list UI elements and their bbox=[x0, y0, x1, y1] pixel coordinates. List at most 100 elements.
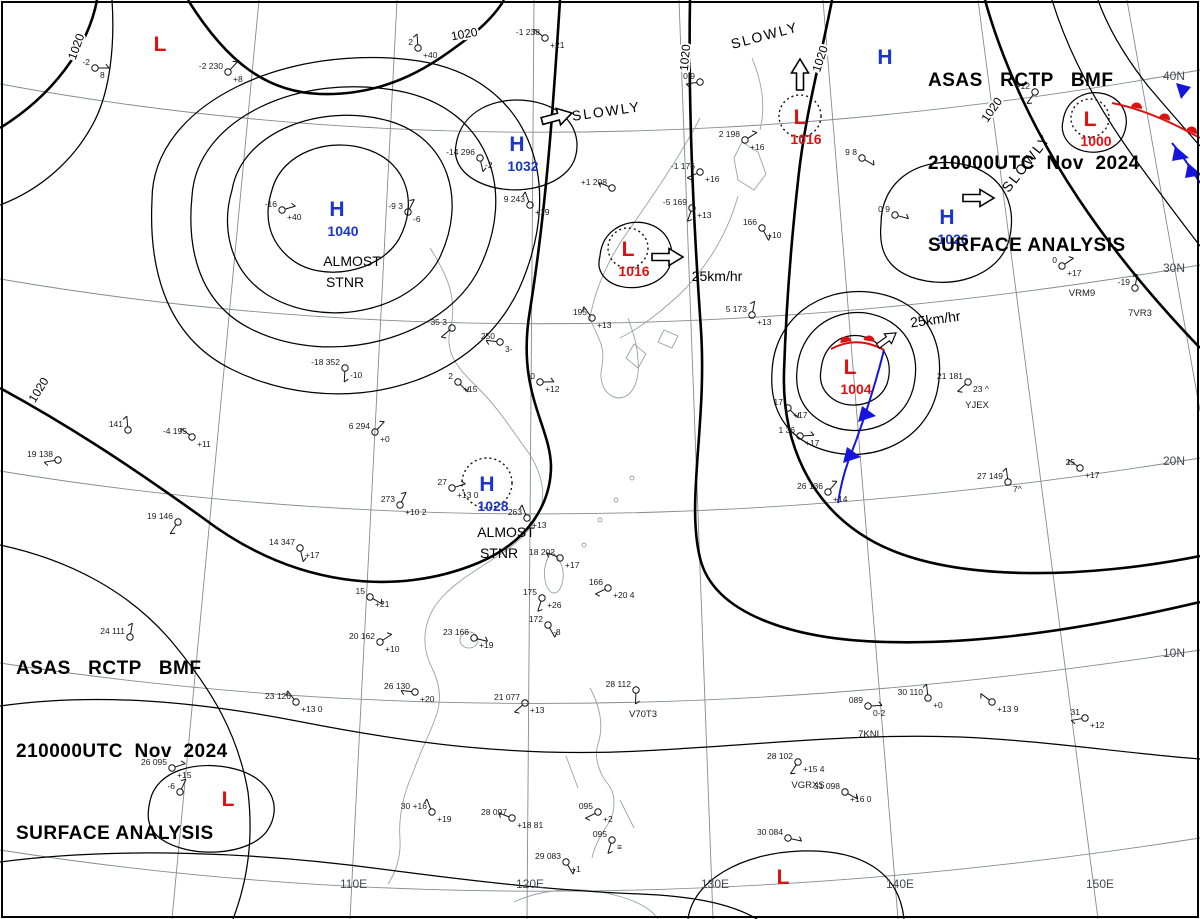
isobar-value-label: 1020 bbox=[677, 43, 693, 71]
station-plot: 166 +20 4 bbox=[589, 577, 635, 600]
svg-text:+40: +40 bbox=[423, 50, 438, 60]
coast-island bbox=[629, 475, 635, 481]
svg-text:+0: +0 bbox=[380, 434, 390, 444]
svg-text:1016: 1016 bbox=[618, 263, 649, 279]
svg-text:-10: -10 bbox=[350, 370, 363, 380]
isobar bbox=[1051, 0, 1200, 247]
wind-barb-tick bbox=[581, 306, 585, 312]
wind-barb bbox=[169, 524, 177, 534]
svg-text:+20: +20 bbox=[420, 694, 435, 704]
svg-text:19 146: 19 146 bbox=[147, 511, 173, 521]
wind-barb-tick bbox=[122, 415, 128, 420]
dotted-center-circle bbox=[461, 457, 513, 509]
svg-text:9 243: 9 243 bbox=[504, 194, 526, 204]
pressure-center-h: H 1028 bbox=[461, 457, 513, 514]
wind-barb-tick bbox=[386, 632, 392, 635]
station-plot: 23 126 +13 0 bbox=[265, 690, 323, 714]
station-circle bbox=[594, 808, 602, 816]
svg-text:+40: +40 bbox=[287, 212, 302, 222]
svg-text:V70T3: V70T3 bbox=[629, 709, 657, 720]
isobar bbox=[1061, 92, 1127, 153]
longitude-line bbox=[678, 0, 714, 919]
svg-text:+8: +8 bbox=[233, 74, 243, 84]
station-plot: 27 +13 0 bbox=[438, 477, 479, 500]
station-plot: -5 169 +13 bbox=[663, 197, 712, 222]
station-circle bbox=[526, 201, 534, 209]
isobar bbox=[267, 144, 409, 273]
warm-front-symbol bbox=[840, 336, 852, 343]
station-circle bbox=[696, 168, 704, 176]
station-plot: -16 +40 bbox=[265, 199, 302, 222]
svg-text:172: 172 bbox=[529, 614, 543, 624]
svg-text:+17: +17 bbox=[1085, 470, 1100, 480]
svg-text:1016: 1016 bbox=[790, 131, 821, 147]
wind-barb-tick bbox=[1068, 256, 1074, 259]
wind-barb bbox=[400, 492, 407, 503]
station-plot: 2 +15 bbox=[448, 371, 477, 394]
wind-barb bbox=[300, 551, 304, 562]
station-plot: +1 208 bbox=[581, 177, 616, 192]
isobar-value-label: 1020 bbox=[26, 375, 52, 405]
svg-text:20 162: 20 162 bbox=[349, 631, 375, 641]
svg-text:VRM9: VRM9 bbox=[1069, 288, 1095, 299]
cold-front-symbol bbox=[843, 447, 861, 463]
station-circle bbox=[188, 433, 196, 441]
svg-text:+13 0: +13 0 bbox=[457, 490, 479, 500]
isobar bbox=[796, 311, 917, 432]
coast-korea bbox=[589, 317, 639, 399]
station-plot: -14 296 -2 bbox=[446, 147, 493, 173]
svg-text:1040: 1040 bbox=[327, 223, 358, 239]
svg-text:-6: -6 bbox=[413, 214, 421, 224]
wind-barb bbox=[803, 434, 815, 437]
station-plot: 095 ≡ bbox=[593, 829, 622, 854]
wind-barb-tick bbox=[550, 377, 555, 383]
wind-barb-tick bbox=[412, 33, 418, 38]
svg-text:-2 230: -2 230 bbox=[199, 61, 223, 71]
wind-barb bbox=[416, 33, 419, 45]
station-circle bbox=[796, 432, 804, 440]
station-circle bbox=[278, 206, 286, 214]
svg-text:7KNL: 7KNL bbox=[858, 729, 882, 740]
isobar bbox=[226, 114, 453, 314]
svg-text:-5 169: -5 169 bbox=[663, 197, 687, 207]
svg-text:166: 166 bbox=[589, 577, 603, 587]
svg-text:+10: +10 bbox=[385, 644, 400, 654]
wind-barb-tick bbox=[751, 130, 758, 134]
station-circle bbox=[1058, 262, 1066, 270]
svg-text:24 111: 24 111 bbox=[100, 626, 125, 636]
station-plot: 18 202 +17 bbox=[529, 547, 580, 570]
wind-barb bbox=[567, 864, 574, 875]
svg-text:+13: +13 bbox=[757, 317, 772, 327]
isobar bbox=[0, 0, 114, 206]
station-plots: -28-2 230+82+40-1 238+210 9+12-14 296-29… bbox=[27, 27, 1152, 875]
chart-type: SURFACE ANALYSIS bbox=[16, 823, 214, 845]
station-plot: 24 111 bbox=[100, 622, 134, 641]
wind-barb-tick bbox=[855, 793, 858, 799]
station-plot: 263 +13 bbox=[508, 504, 547, 530]
wind-barb-tick bbox=[380, 598, 383, 605]
latitude-label: 30N bbox=[1163, 261, 1185, 275]
wind-barb bbox=[498, 812, 510, 818]
isobar bbox=[150, 57, 541, 395]
svg-text:263: 263 bbox=[508, 507, 522, 517]
station-circle bbox=[1131, 284, 1139, 292]
station-plot: 27 149 7^ bbox=[977, 467, 1022, 494]
svg-text:15: 15 bbox=[356, 586, 366, 596]
wind-barb bbox=[791, 838, 802, 842]
svg-text:+21: +21 bbox=[375, 599, 390, 609]
station-plot: 28 102 +15 4 bbox=[767, 751, 825, 775]
svg-text:0-2: 0-2 bbox=[873, 708, 886, 718]
wind-barb bbox=[440, 329, 450, 338]
wind-barb-tick bbox=[750, 300, 755, 305]
svg-text:141: 141 bbox=[109, 419, 123, 429]
svg-text:27: 27 bbox=[438, 477, 448, 487]
isobar-1020 bbox=[0, 0, 99, 130]
svg-text:2 198: 2 198 bbox=[719, 129, 741, 139]
svg-text:30 110: 30 110 bbox=[898, 687, 924, 697]
wind-barb-tick bbox=[878, 701, 883, 706]
svg-text:-16: -16 bbox=[265, 199, 278, 209]
title-block-bottom-left: ASAS RCTP BMF 210000UTC Nov 2024 SURFACE… bbox=[16, 600, 228, 903]
wind-barb bbox=[180, 427, 190, 436]
station-circle bbox=[411, 688, 419, 696]
